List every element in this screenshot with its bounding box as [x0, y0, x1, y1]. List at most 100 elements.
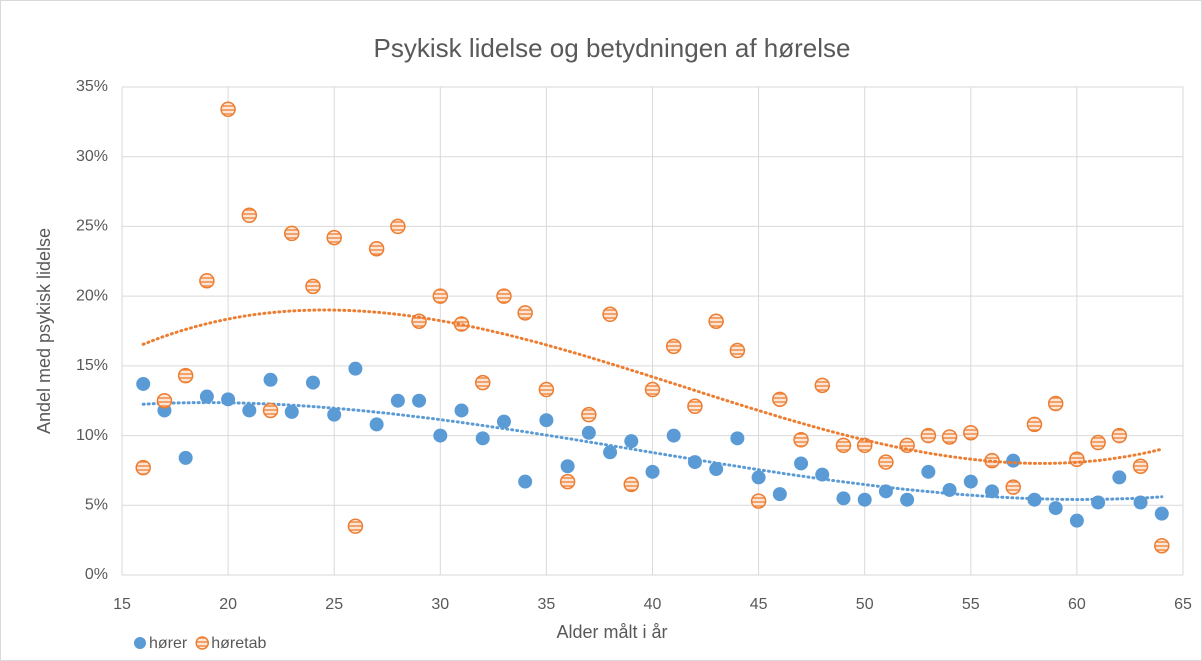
scatter-point: [709, 462, 724, 477]
scatter-point: [878, 454, 894, 470]
y-tick-label: 25%: [76, 218, 108, 235]
scatter-point: [1047, 395, 1064, 412]
scatter-point: [941, 429, 958, 445]
scatter-point: [199, 273, 215, 289]
scatter-point: [963, 474, 978, 489]
scatter-point: [177, 367, 194, 384]
x-tick-label: 45: [750, 596, 768, 613]
scatter-point: [284, 404, 299, 419]
scatter-point: [1005, 479, 1021, 495]
scatter-point: [730, 431, 745, 446]
scatter-point: [772, 391, 788, 408]
scatter-point: [900, 492, 915, 507]
scatter-point: [729, 342, 746, 359]
scatter-point: [433, 428, 448, 443]
y-tick-label: 5%: [85, 497, 108, 514]
scatter-point: [199, 389, 214, 404]
scatter-point: [474, 374, 491, 391]
x-tick-label: 35: [538, 596, 556, 613]
scatter-point: [1154, 506, 1169, 521]
scatter-point: [985, 484, 1000, 499]
scatter-point: [559, 473, 576, 490]
y-tick-label: 35%: [76, 78, 108, 95]
scatter-point: [432, 288, 449, 304]
scatter-point: [836, 491, 851, 506]
y-tick-label: 10%: [76, 427, 108, 444]
legend-marker: [134, 637, 146, 649]
scatter-point: [666, 428, 681, 443]
scatter-point: [135, 459, 151, 476]
scatter-point: [475, 431, 490, 446]
scatter-point: [835, 437, 852, 454]
scatter-point: [305, 375, 320, 390]
scatter-point: [920, 427, 937, 444]
scatter-point: [1026, 416, 1043, 433]
scatter-point: [581, 425, 596, 440]
scatter-point: [496, 414, 511, 429]
legend-label: høretab: [211, 635, 266, 652]
scatter-point: [1027, 492, 1042, 507]
x-axis-title: Alder målt i år: [556, 622, 667, 642]
scatter-point: [136, 376, 151, 391]
scatter-point: [327, 407, 342, 422]
scatter-point: [284, 225, 300, 242]
legend-marker: [195, 636, 209, 650]
scatter-point: [348, 361, 363, 376]
scatter-point: [645, 464, 660, 479]
y-tick-label: 15%: [76, 357, 108, 374]
scatter-point: [623, 476, 640, 493]
x-tick-label: 20: [219, 596, 237, 613]
scatter-point: [1112, 470, 1127, 485]
x-tick-label: 60: [1068, 596, 1086, 613]
scatter-point: [560, 459, 575, 474]
scatter-point: [262, 402, 279, 419]
scatter-point: [305, 278, 321, 295]
legend-label: hører: [149, 635, 188, 652]
scatter-point: [496, 288, 512, 304]
x-tick-label: 50: [856, 596, 874, 613]
scatter-point: [581, 406, 597, 423]
scatter-point: [794, 456, 809, 471]
y-tick-label: 20%: [76, 287, 108, 304]
scatter-point: [856, 437, 873, 454]
scatter-point: [390, 218, 406, 235]
scatter-point: [644, 381, 661, 398]
scatter-point: [1048, 501, 1063, 516]
scatter-point: [687, 398, 703, 415]
x-tick-label: 15: [113, 596, 131, 613]
scatter-point: [1111, 427, 1128, 444]
scatter-point: [263, 372, 278, 387]
scatter-point: [708, 313, 724, 329]
scatter-point: [539, 413, 554, 428]
x-tick-label: 30: [431, 596, 449, 613]
scatter-point: [942, 482, 957, 497]
scatter-point: [242, 403, 257, 418]
scatter-point: [369, 417, 384, 432]
scatter-point: [750, 493, 767, 509]
scatter-point: [963, 425, 979, 441]
scatter-point: [1069, 513, 1084, 528]
scatter-point: [1069, 451, 1085, 468]
scatter-point: [454, 403, 469, 418]
scatter-point: [1006, 453, 1021, 468]
chart-title: Psykisk lidelse og betydningen af hørels…: [374, 33, 851, 63]
scatter-point: [390, 393, 405, 408]
scatter-point: [624, 434, 639, 449]
scatter-point: [1154, 537, 1170, 554]
x-tick-label: 55: [962, 596, 980, 613]
scatter-point: [412, 393, 427, 408]
x-tick-label: 25: [325, 596, 343, 613]
scatter-point: [921, 464, 936, 479]
scatter-point: [602, 306, 618, 323]
scatter-point: [220, 101, 236, 118]
scatter-point: [241, 207, 258, 224]
scatter-point: [857, 492, 872, 507]
scatter-point: [814, 377, 831, 394]
y-tick-label: 30%: [76, 148, 108, 165]
x-tick-label: 65: [1174, 596, 1192, 613]
x-tick-label: 40: [644, 596, 662, 613]
scatter-point: [1090, 434, 1106, 451]
scatter-point: [517, 305, 533, 321]
